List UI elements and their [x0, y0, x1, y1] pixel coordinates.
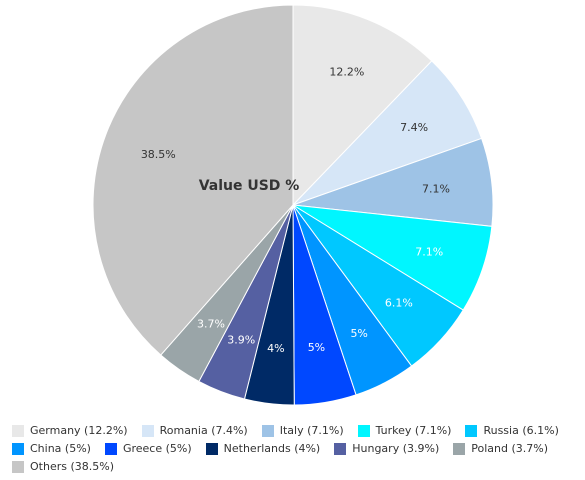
legend-item-germany[interactable]: Germany (12.2%)	[12, 424, 128, 437]
legend-label: Others (38.5%)	[30, 460, 114, 473]
legend-item-poland[interactable]: Poland (3.7%)	[453, 442, 548, 455]
legend-label: Germany (12.2%)	[30, 424, 128, 437]
data-label-poland: 3.7%	[197, 317, 225, 330]
data-label-germany: 12.2%	[329, 65, 364, 78]
data-label-hungary: 3.9%	[227, 333, 255, 346]
pie-slice-germany[interactable]	[292, 4, 433, 207]
legend-item-others[interactable]: Others (38.5%)	[12, 460, 114, 473]
legend-item-netherlands[interactable]: Netherlands (4%)	[205, 442, 321, 455]
data-label-greece: 5%	[308, 341, 325, 354]
data-label-russia: 6.1%	[385, 297, 413, 310]
legend-swatch	[357, 424, 370, 437]
data-label-china: 5%	[350, 327, 367, 340]
legend-label: China (5%)	[30, 442, 91, 455]
legend-item-italy[interactable]: Italy (7.1%)	[261, 424, 344, 437]
legend-swatch	[261, 424, 274, 437]
legend-swatch	[12, 424, 24, 437]
legend-label: Hungary (3.9%)	[352, 442, 440, 455]
chart-legend: Germany (12.2%) Romania (7.4%) Italy (7.1%…	[12, 424, 580, 473]
legend-label: Italy (7.1%)	[279, 424, 344, 437]
legend-swatch	[104, 442, 117, 455]
legend-label: Russia (6.1%)	[483, 424, 559, 437]
legend-label: Netherlands (4%)	[223, 442, 321, 455]
chart-title: Value USD %	[199, 178, 300, 194]
data-label-turkey: 7.1%	[415, 246, 443, 259]
legend-swatch	[465, 424, 478, 437]
legend-item-greece[interactable]: Greece (5%)	[104, 442, 192, 455]
legend-item-china[interactable]: China (5%)	[12, 442, 91, 455]
data-label-romania: 7.4%	[400, 121, 428, 134]
legend-item-hungary[interactable]: Hungary (3.9%)	[334, 442, 439, 455]
legend-label: Romania (7.4%)	[159, 424, 248, 437]
legend-label: Turkey (7.1%)	[375, 424, 452, 437]
legend-swatch	[12, 460, 24, 473]
data-label-netherlands: 4%	[267, 342, 284, 355]
legend-item-romania[interactable]: Romania (7.4%)	[141, 424, 248, 437]
legend-label: Poland (3.7%)	[471, 442, 548, 455]
legend-label: Greece (5%)	[122, 442, 192, 455]
legend-swatch	[12, 442, 24, 455]
data-label-others: 38.5%	[141, 148, 176, 161]
legend-item-turkey[interactable]: Turkey (7.1%)	[357, 424, 452, 437]
pie-chart-svg: 12.2% 7.4% 7.1% 7.1% 6.1% 5% 5% 4% 3.9%3.7% 38.5%…	[92, 4, 494, 406]
legend-item-russia[interactable]: Russia (6.1%)	[465, 424, 559, 437]
legend-swatch	[205, 442, 218, 455]
legend-swatch	[453, 442, 466, 455]
legend-swatch	[334, 442, 347, 455]
legend-swatch	[141, 424, 154, 437]
data-label-italy: 7.1%	[422, 182, 450, 195]
pie-slice-others[interactable]	[92, 4, 294, 356]
